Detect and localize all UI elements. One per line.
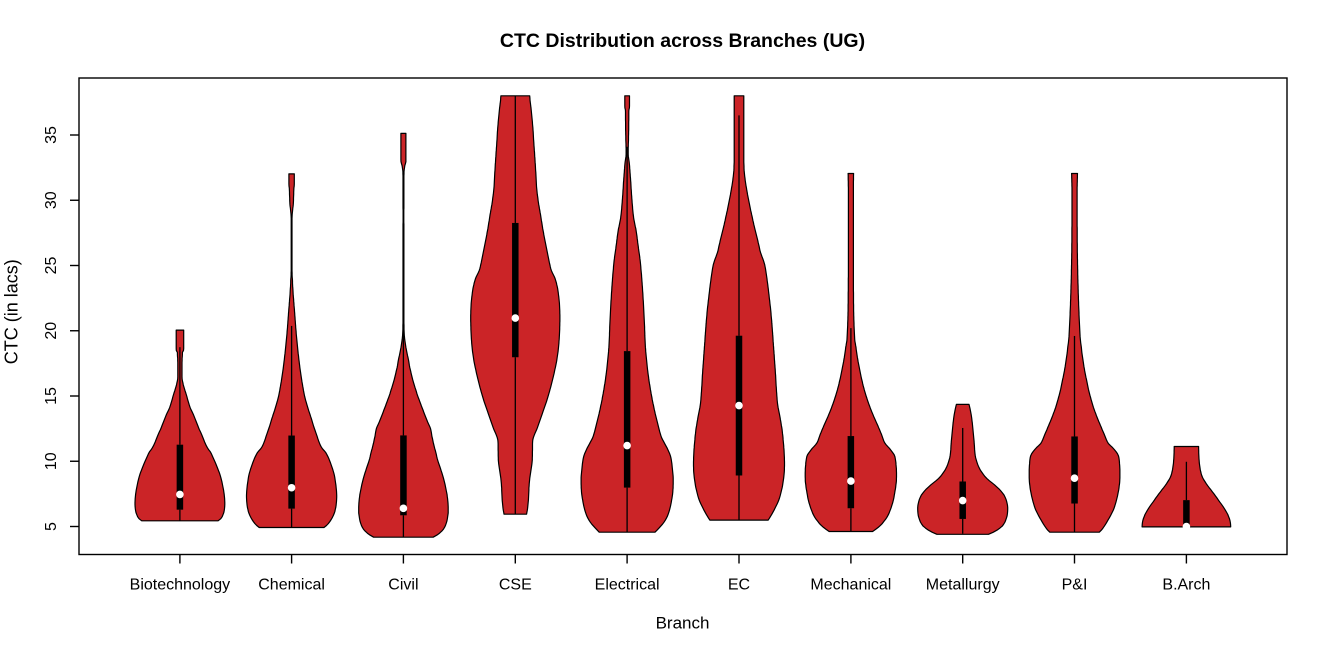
svg-text:B.Arch: B.Arch [1162,577,1210,594]
svg-text:Electrical: Electrical [595,577,660,594]
svg-text:Branch: Branch [656,614,710,633]
svg-text:Chemical: Chemical [258,577,325,594]
svg-text:30: 30 [43,191,60,209]
svg-text:EC: EC [728,577,750,594]
svg-text:35: 35 [43,126,60,144]
svg-text:P&I: P&I [1062,577,1088,594]
svg-text:Biotechnology: Biotechnology [130,577,231,594]
svg-text:CTC (in lacs): CTC (in lacs) [2,259,22,364]
svg-text:15: 15 [43,387,60,405]
svg-text:CTC Distribution across Branch: CTC Distribution across Branches (UG) [500,30,865,52]
svg-text:25: 25 [43,257,60,275]
svg-text:10: 10 [43,452,60,470]
svg-text:5: 5 [43,522,60,531]
svg-text:Mechanical: Mechanical [810,577,891,594]
svg-text:Civil: Civil [388,577,418,594]
svg-text:20: 20 [43,322,60,340]
svg-text:Metallurgy: Metallurgy [926,577,1000,594]
svg-text:CSE: CSE [499,577,532,594]
